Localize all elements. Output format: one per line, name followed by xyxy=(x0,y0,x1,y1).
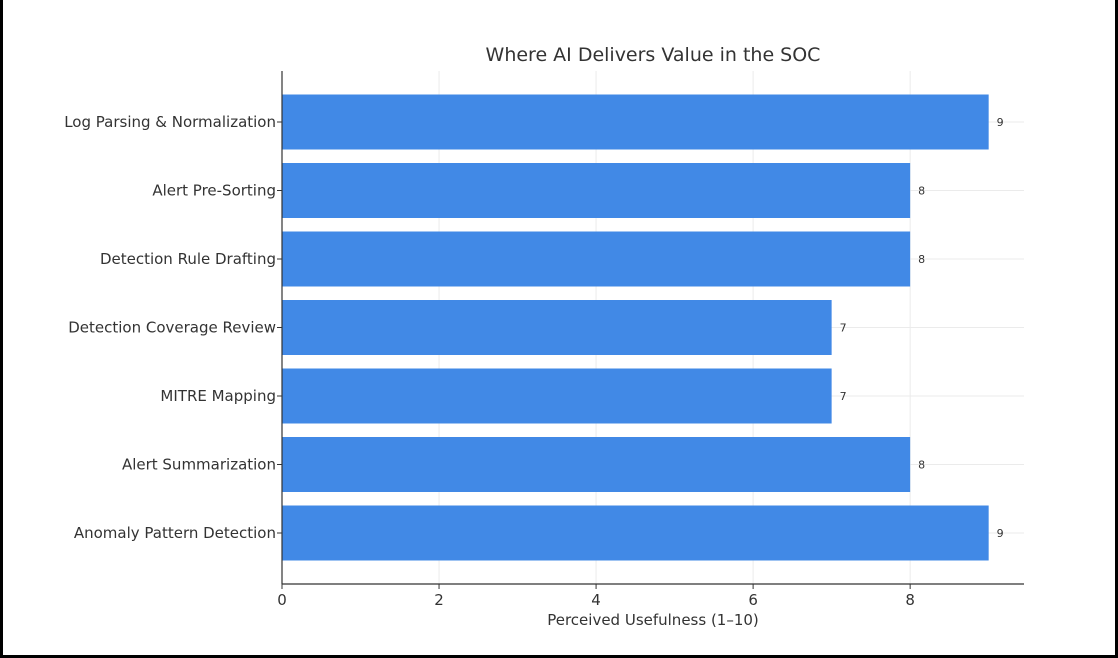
category-label: MITRE Mapping xyxy=(160,387,276,405)
bar xyxy=(282,231,911,287)
value-label: 9 xyxy=(997,527,1004,540)
value-label: 8 xyxy=(918,253,925,266)
category-label: Alert Pre-Sorting xyxy=(152,182,276,200)
bars-layer xyxy=(282,94,989,561)
category-labels: Log Parsing & Normalization Alert Pre-Sor… xyxy=(64,113,276,542)
bar xyxy=(282,437,911,492)
bar xyxy=(282,300,832,355)
bar xyxy=(282,94,989,150)
chart-title: Where AI Delivers Value in the SOC xyxy=(486,44,821,66)
bar xyxy=(282,505,989,561)
bar xyxy=(282,368,832,424)
value-label: 7 xyxy=(840,390,847,403)
ticks-layer: 0 2 4 6 8 xyxy=(277,121,915,609)
x-tick-label: 0 xyxy=(277,591,287,609)
value-labels: 9 8 8 7 7 8 9 xyxy=(840,116,1004,540)
x-tick-label: 2 xyxy=(434,591,444,609)
category-label: Detection Coverage Review xyxy=(68,319,276,337)
x-axis-label: Perceived Usefulness (1–10) xyxy=(547,611,759,629)
bar xyxy=(282,163,911,218)
category-label: Log Parsing & Normalization xyxy=(64,113,276,131)
value-label: 8 xyxy=(918,185,925,198)
x-tick-label: 6 xyxy=(748,591,758,609)
x-tick-label: 4 xyxy=(591,591,601,609)
value-label: 8 xyxy=(918,459,925,472)
category-label: Detection Rule Drafting xyxy=(100,250,276,268)
value-label: 9 xyxy=(997,116,1004,129)
value-label: 7 xyxy=(840,322,847,335)
category-label: Alert Summarization xyxy=(122,456,276,474)
category-label: Anomaly Pattern Detection xyxy=(74,524,276,542)
x-tick-label: 8 xyxy=(905,591,915,609)
bar-chart: 0 2 4 6 8 Log Parsing & Normalization Alert P… xyxy=(64,44,1024,629)
